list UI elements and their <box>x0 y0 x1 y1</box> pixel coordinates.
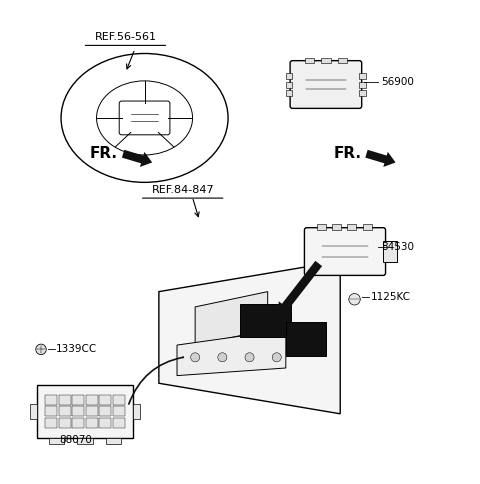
Bar <box>132 404 140 419</box>
Circle shape <box>245 353 254 362</box>
Bar <box>286 322 326 356</box>
Bar <box>338 58 347 63</box>
FancyArrow shape <box>122 150 152 167</box>
Bar <box>30 404 37 419</box>
Bar <box>86 418 98 427</box>
Bar <box>383 241 397 262</box>
Bar <box>317 224 326 230</box>
Text: FR.: FR. <box>334 146 361 161</box>
FancyArrowPatch shape <box>129 357 183 404</box>
Bar <box>72 406 84 416</box>
Bar <box>347 224 357 230</box>
Bar <box>304 58 314 63</box>
Circle shape <box>218 353 227 362</box>
Circle shape <box>191 353 200 362</box>
Bar <box>45 418 58 427</box>
FancyBboxPatch shape <box>304 227 385 275</box>
Polygon shape <box>195 292 268 345</box>
Polygon shape <box>177 330 286 376</box>
Text: REF.84-847: REF.84-847 <box>151 184 214 195</box>
Bar <box>45 395 58 405</box>
Bar <box>48 438 64 444</box>
Text: 56900: 56900 <box>381 77 414 87</box>
Bar <box>86 395 98 405</box>
Text: REF.56-561: REF.56-561 <box>95 32 156 42</box>
Bar <box>106 438 121 444</box>
FancyArrow shape <box>278 261 322 316</box>
Bar <box>77 438 93 444</box>
Circle shape <box>36 344 46 355</box>
Bar <box>86 406 98 416</box>
Bar <box>45 406 58 416</box>
Text: FR.: FR. <box>90 146 118 161</box>
Bar <box>113 418 125 427</box>
Bar <box>59 406 71 416</box>
Bar <box>362 224 372 230</box>
Bar <box>99 395 111 405</box>
Bar <box>286 81 292 88</box>
Bar <box>240 304 291 337</box>
Bar <box>113 395 125 405</box>
Bar <box>286 90 292 96</box>
Polygon shape <box>159 261 340 414</box>
Circle shape <box>272 353 281 362</box>
Bar <box>72 418 84 427</box>
Bar <box>286 73 292 79</box>
Bar <box>321 58 331 63</box>
Bar <box>360 81 366 88</box>
Bar <box>59 395 71 405</box>
Bar <box>72 395 84 405</box>
FancyBboxPatch shape <box>290 60 362 108</box>
Bar <box>360 90 366 96</box>
Circle shape <box>349 293 360 305</box>
Text: 88070: 88070 <box>59 435 92 445</box>
Bar <box>59 418 71 427</box>
Bar <box>37 385 132 438</box>
Text: 1339CC: 1339CC <box>56 345 97 354</box>
Bar <box>99 406 111 416</box>
Bar <box>113 406 125 416</box>
Bar <box>99 418 111 427</box>
FancyArrow shape <box>365 150 396 167</box>
Text: 84530: 84530 <box>381 242 414 252</box>
Text: 1125KC: 1125KC <box>371 292 411 302</box>
Bar <box>360 73 366 79</box>
Bar <box>332 224 341 230</box>
